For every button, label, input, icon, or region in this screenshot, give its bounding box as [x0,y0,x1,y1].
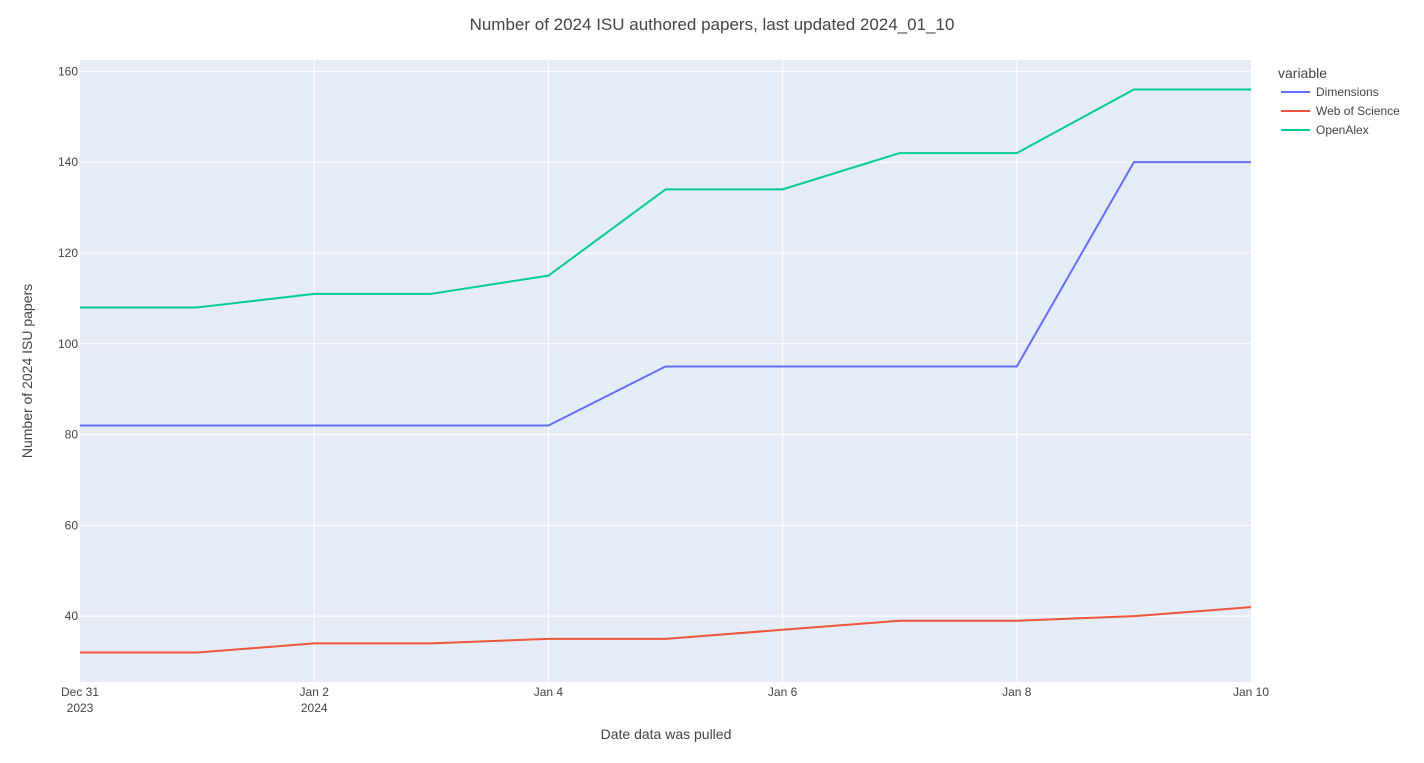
y-tick-label: 120 [58,246,78,260]
y-tick-label: 40 [65,609,79,623]
plot-area [80,60,1251,682]
x-tick-label: Jan 6 [768,685,798,699]
y-axis-label: Number of 2024 ISU papers [19,284,35,458]
axis-ticks: 40 60 80 100 120 140 160 Dec 31 2023 Jan 2 2024 Jan… [58,64,1269,715]
x-tick-sublabel: 2024 [301,701,328,715]
y-tick-label: 140 [58,155,78,169]
legend-label: Dimensions [1316,85,1379,99]
x-tick-label: Jan 10 [1233,685,1269,699]
x-tick-sublabel: 2023 [67,701,94,715]
legend-item-web-of-science[interactable]: Web of Science [1281,104,1400,118]
legend-item-dimensions[interactable]: Dimensions [1281,85,1379,99]
x-tick-label: Jan 2 [300,685,330,699]
series-line-dimensions[interactable] [80,161,1251,427]
x-tick-label: Dec 31 [61,685,99,699]
x-tick-label: Jan 4 [534,685,564,699]
x-axis-label: Date data was pulled [601,726,732,742]
y-tick-label: 80 [65,428,79,442]
legend-title: variable [1278,65,1327,81]
y-tick-label: 60 [65,518,79,532]
y-tick-label: 100 [58,337,78,351]
legend-label: Web of Science [1316,104,1400,118]
series-line-web-of-science[interactable] [80,606,1252,654]
legend-label: OpenAlex [1316,123,1369,137]
legend[interactable]: variable Dimensions Web of Science OpenAle… [1278,65,1400,137]
gridlines [80,60,1251,682]
series-lines [80,88,1252,654]
series-line-openalex[interactable] [80,88,1251,309]
x-tick-label: Jan 8 [1002,685,1032,699]
chart-title: Number of 2024 ISU authored papers, last… [470,15,955,34]
y-tick-label: 160 [58,64,78,78]
legend-item-openalex[interactable]: OpenAlex [1281,123,1369,137]
